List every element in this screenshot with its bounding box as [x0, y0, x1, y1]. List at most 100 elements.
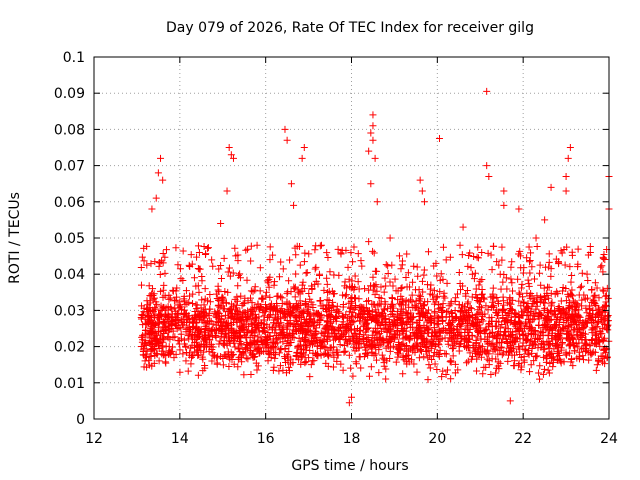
data-point: [545, 250, 553, 258]
data-point: [324, 254, 332, 262]
data-point: [147, 352, 155, 360]
data-point: [522, 335, 530, 343]
data-point: [400, 356, 408, 364]
data-point: [439, 300, 447, 308]
data-point: [275, 323, 283, 331]
data-point: [470, 252, 478, 260]
data-point: [151, 345, 159, 353]
data-point: [436, 336, 444, 344]
data-point: [368, 340, 376, 348]
data-point: [344, 263, 352, 271]
data-point: [568, 248, 576, 256]
data-point: [578, 282, 586, 290]
data-point: [572, 340, 580, 348]
data-point: [272, 351, 280, 359]
data-point: [464, 338, 472, 346]
data-point: [345, 308, 353, 316]
data-point: [543, 283, 551, 291]
data-point: [260, 325, 268, 333]
data-point: [532, 305, 540, 313]
data-point: [457, 325, 465, 333]
data-point: [516, 335, 524, 343]
data-point: [449, 352, 457, 360]
data-point: [420, 271, 428, 279]
data-point: [336, 324, 344, 332]
data-point: [503, 319, 511, 327]
data-point: [201, 361, 209, 369]
data-point: [247, 257, 255, 265]
data-point: [247, 287, 255, 295]
data-point: [411, 348, 419, 356]
data-point: [553, 316, 561, 324]
data-point: [204, 244, 212, 252]
data-point: [391, 330, 399, 338]
data-point: [387, 325, 395, 333]
data-point: [516, 350, 524, 358]
data-point: [231, 343, 239, 351]
data-point: [576, 332, 584, 340]
data-point: [583, 340, 591, 348]
y-tick-labels: 0 0.01 0.02 0.03 0.04 0.05 0.06 0.07 0.08 0.09 0.1: [54, 50, 85, 428]
data-point: [173, 293, 181, 301]
data-point: [262, 292, 270, 300]
data-point: [441, 349, 449, 357]
data-point: [375, 369, 383, 377]
data-point: [396, 331, 404, 339]
data-point: [505, 348, 513, 356]
data-point: [276, 273, 284, 281]
data-point: [326, 312, 334, 320]
data-point: [296, 261, 304, 269]
data-point: [287, 180, 295, 188]
data-point: [306, 311, 314, 319]
data-point: [575, 355, 583, 363]
data-point: [485, 172, 493, 180]
data-point: [556, 355, 564, 363]
data-point: [324, 362, 332, 370]
data-point: [446, 313, 454, 321]
data-point: [482, 302, 490, 310]
data-point: [528, 349, 536, 357]
data-point: [494, 358, 502, 366]
data-point: [247, 242, 255, 250]
data-point: [200, 243, 208, 251]
data-point: [165, 326, 173, 334]
data-point: [380, 305, 388, 313]
data-point: [589, 348, 597, 356]
data-point: [424, 306, 432, 314]
data-point: [398, 319, 406, 327]
data-point: [447, 375, 455, 383]
data-point: [357, 364, 365, 372]
data-point: [430, 300, 438, 308]
data-point: [399, 370, 407, 378]
data-point: [476, 345, 484, 353]
data-point: [498, 351, 506, 359]
data-point: [362, 328, 370, 336]
data-point: [563, 330, 571, 338]
data-point: [566, 144, 574, 151]
y-tick-label: 0.1: [63, 50, 85, 66]
data-point: [448, 318, 456, 326]
data-point: [539, 370, 547, 378]
data-point: [192, 301, 200, 309]
data-point: [363, 342, 371, 350]
data-point: [173, 325, 181, 333]
data-point: [395, 338, 403, 346]
data-point: [240, 308, 248, 316]
data-point: [216, 337, 224, 345]
data-point: [544, 366, 552, 374]
data-point: [511, 351, 519, 359]
data-point: [564, 154, 572, 162]
data-point: [398, 261, 406, 269]
data-point: [430, 287, 438, 295]
data-point: [575, 335, 583, 343]
data-point: [230, 360, 238, 368]
x-tick-label: 12: [85, 431, 103, 447]
data-point: [298, 154, 306, 162]
data-point: [495, 338, 503, 346]
data-point: [503, 285, 511, 293]
data-point: [286, 256, 294, 264]
data-point: [198, 353, 206, 361]
data-point: [311, 330, 319, 338]
data-point: [317, 341, 325, 349]
data-point: [171, 333, 179, 341]
